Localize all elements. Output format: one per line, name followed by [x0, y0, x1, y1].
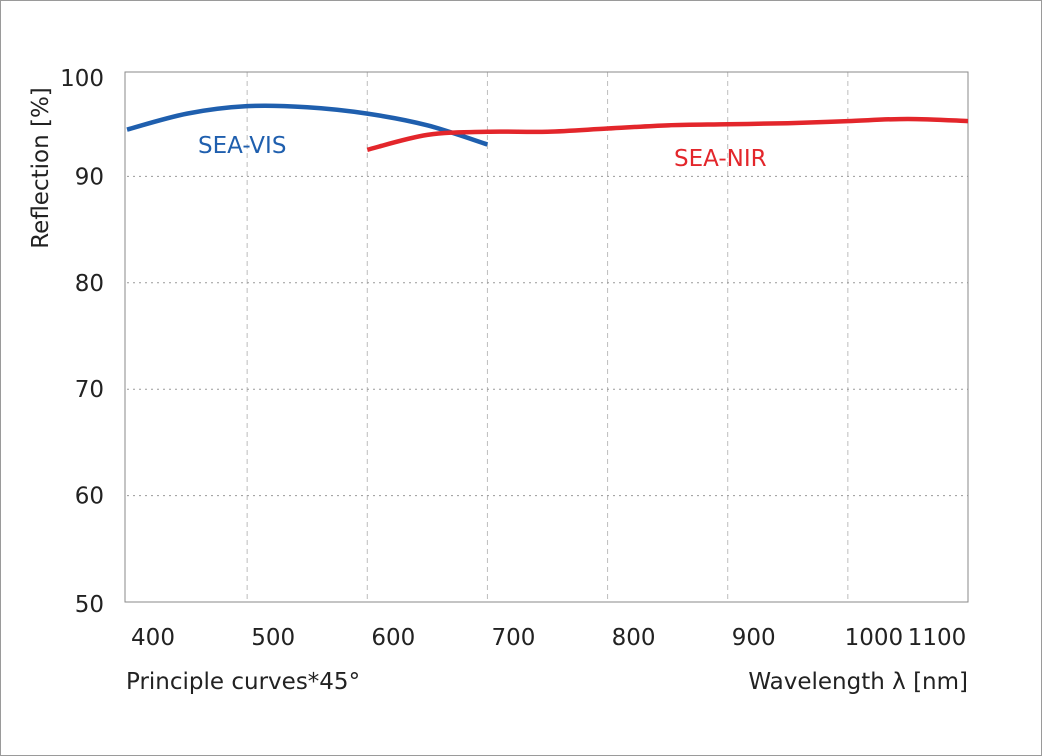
y-tick-label: 90 [75, 164, 104, 190]
y-tick-label: 100 [60, 66, 104, 92]
y-tick-label: 80 [75, 271, 104, 297]
series-line-sea-vis [126, 103, 489, 147]
plot-border [124, 71, 969, 603]
series-line-sea-nir [366, 116, 969, 152]
series-label-sea-nir: SEA-NIR [674, 146, 767, 172]
x-tick-label: 400 [131, 625, 175, 651]
y-axis-label: Reflection [%] [28, 87, 54, 249]
series-group [126, 103, 969, 152]
x-tick-label: 600 [371, 625, 415, 651]
x-tick-label: 700 [491, 625, 535, 651]
tick-labels: 400 500 600 700 800 900 1000 1100 50 60 70 80 90 100 [60, 66, 966, 651]
x-tick-label: 900 [732, 625, 776, 651]
x-tick-label: 500 [251, 625, 295, 651]
grid [127, 72, 968, 602]
chart-note: Principle curves*45° [126, 669, 360, 695]
x-tick-label: 1000 [845, 625, 904, 651]
series-label-sea-vis: SEA-VIS [198, 133, 286, 159]
x-tick-label: 1100 [908, 625, 967, 651]
x-tick-label: 800 [612, 625, 656, 651]
x-axis-label: Wavelength λ [nm] [748, 669, 968, 695]
y-tick-label: 70 [75, 377, 104, 403]
y-tick-label: 50 [75, 592, 104, 618]
y-tick-label: 60 [75, 484, 104, 510]
